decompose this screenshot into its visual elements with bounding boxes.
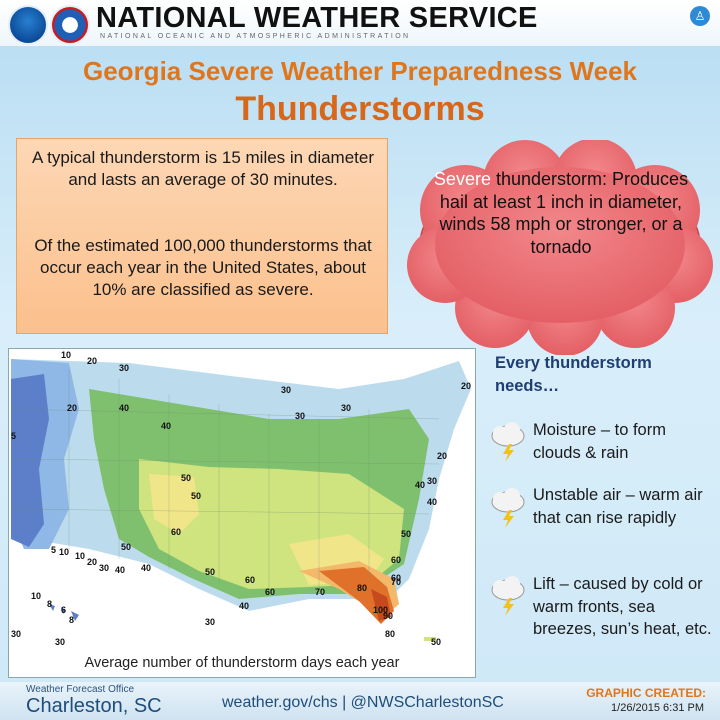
contour-label: 20 <box>437 451 447 461</box>
map-caption: Average number of thunderstorm days each… <box>84 655 400 671</box>
contour-label: 50 <box>431 637 441 647</box>
hawaii-islands <box>49 604 79 621</box>
title-line2: Thunderstorms <box>235 90 485 128</box>
contour-label: 10 <box>75 551 85 561</box>
thunderstorm-days-map: 10 20 30 30 5 20 40 30 30 40 20 20 30 40… <box>8 348 476 678</box>
contour-label: 60 <box>245 575 255 585</box>
contour-label: 30 <box>281 385 291 395</box>
contour-label: 30 <box>205 617 215 627</box>
contour-label: 80 <box>385 629 395 639</box>
contour-label: 50 <box>191 491 201 501</box>
contour-label: 50 <box>181 473 191 483</box>
contour-label: 8 <box>69 615 74 625</box>
us-map-graphic: 10 20 30 30 5 20 40 30 30 40 20 20 30 40… <box>10 350 471 647</box>
contour-label: 50 <box>401 529 411 539</box>
created-label: GRAPHIC CREATED: <box>586 686 706 700</box>
office-name: Charleston, SC <box>26 695 162 717</box>
contour-label: 70 <box>315 587 325 597</box>
map-band-80 <box>319 567 394 624</box>
noaa-logo[interactable] <box>8 5 48 45</box>
contour-label: 50 <box>205 567 215 577</box>
created-date: 1/26/2015 6:31 PM <box>611 702 704 714</box>
title-line1: Georgia Severe Weather Preparedness Week <box>83 56 637 86</box>
contour-label: 60 <box>391 573 401 583</box>
contour-label: 5 <box>11 431 16 441</box>
footer-bar <box>0 682 720 720</box>
contour-label: 40 <box>161 421 171 431</box>
contour-label: 30 <box>99 563 109 573</box>
contour-label: 80 <box>357 583 367 593</box>
needs-heading: Every thunderstorm needs… <box>495 354 652 395</box>
contour-label: 30 <box>11 629 21 639</box>
contour-label: 70 <box>391 577 401 587</box>
info-paragraph-2: Of the estimated 100,000 thunderstorms t… <box>34 236 372 299</box>
nws-logo[interactable] <box>50 5 90 45</box>
web-links[interactable]: weather.gov/chs | @NWSCharlestonSC <box>222 694 504 711</box>
contour-label: 90 <box>383 611 393 621</box>
contour-label: 30 <box>295 411 305 421</box>
contour-label: 30 <box>55 637 65 647</box>
contour-label: 50 <box>121 542 131 552</box>
severe-cloud-shape <box>407 140 713 355</box>
need-moisture: Moisture – to form clouds & rain <box>533 421 666 462</box>
map-band-90 <box>371 589 391 621</box>
state-borders <box>10 369 440 589</box>
severe-definition: Severe thunderstorm: Produces hail at le… <box>428 168 694 258</box>
contour-label: 60 <box>391 555 401 565</box>
severe-highlight: Severe <box>433 169 491 189</box>
contour-label: 10 <box>59 547 69 557</box>
contour-label: 40 <box>141 563 151 573</box>
contour-label: 30 <box>119 363 129 373</box>
contour-label: 6 <box>61 605 66 615</box>
contour-label: 60 <box>265 587 275 597</box>
storm-cloud-icon <box>491 488 525 528</box>
storm-cloud-icon <box>491 422 525 462</box>
contour-label: 40 <box>427 497 437 507</box>
puerto-rico <box>424 637 436 641</box>
contour-label: 60 <box>171 527 181 537</box>
contour-label: 40 <box>415 480 425 490</box>
map-band-60 <box>149 474 384 585</box>
contour-label: 40 <box>239 601 249 611</box>
need-lift: Lift – caused by cold or warm fronts, se… <box>533 575 712 638</box>
contour-label: 10 <box>61 350 71 360</box>
contour-label: 20 <box>67 403 77 413</box>
person-icon[interactable]: ♙ <box>690 6 710 26</box>
contour-label: 8 <box>47 599 52 609</box>
need-unstable-air: Unstable air – warm air that can rise ra… <box>533 486 703 527</box>
header-bar: NATIONAL WEATHER SERVICE NATIONAL OCEANI… <box>0 0 720 46</box>
office-label: Weather Forecast Office <box>26 684 135 695</box>
info-paragraph-1: A typical thunderstorm is 15 miles in di… <box>31 148 375 189</box>
info-box: A typical thunderstorm is 15 miles in di… <box>16 138 388 334</box>
severe-definition-text: thunderstorm: Produces hail at least 1 i… <box>439 169 689 257</box>
contour-label: 20 <box>87 557 97 567</box>
contour-label: 5 <box>51 545 56 555</box>
contour-labels: 10 20 30 30 5 20 40 30 30 40 20 20 30 40… <box>11 350 471 647</box>
contour-label: 10 <box>31 591 41 601</box>
contour-label: 20 <box>461 381 471 391</box>
contour-label: 40 <box>119 403 129 413</box>
contour-label: 30 <box>427 476 437 486</box>
contour-label: 30 <box>341 403 351 413</box>
storm-cloud-icon <box>491 576 525 616</box>
contour-label: 40 <box>115 565 125 575</box>
contour-label: 100 <box>373 605 388 615</box>
map-band-low <box>11 374 49 547</box>
org-subtitle: NATIONAL OCEANIC AND ATMOSPHERIC ADMINIS… <box>100 33 411 40</box>
org-name: NATIONAL WEATHER SERVICE <box>96 2 538 34</box>
contour-label: 20 <box>87 356 97 366</box>
